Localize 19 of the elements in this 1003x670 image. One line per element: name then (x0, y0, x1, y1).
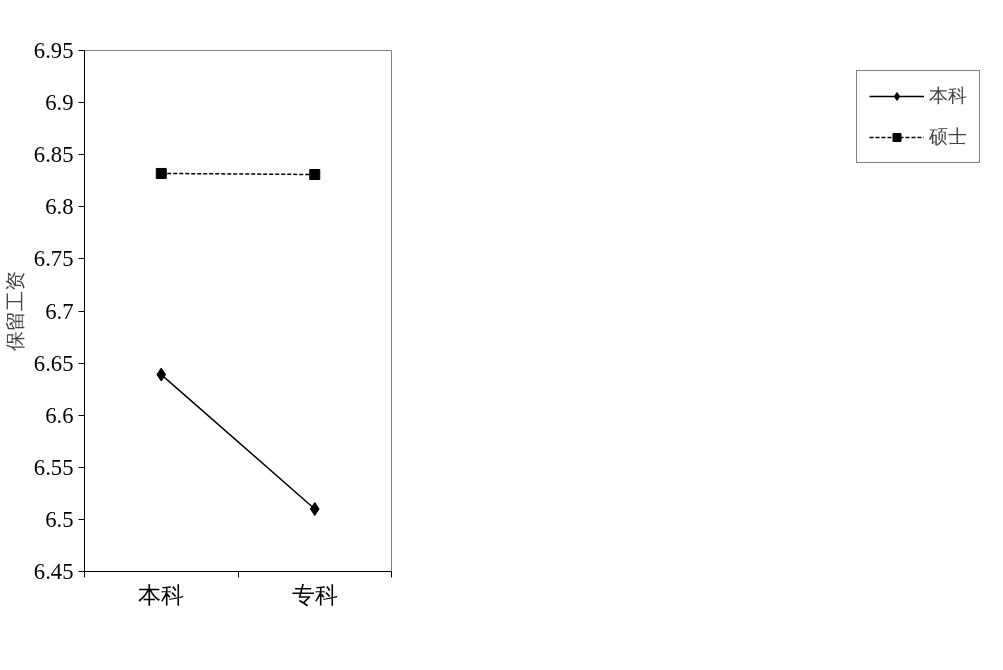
y-axis-title: 保留工资 (3, 271, 26, 351)
y-tick-label: 6.7 (45, 298, 74, 324)
y-tick-label: 6.9 (45, 90, 74, 116)
point (309, 501, 320, 516)
legend-label: 本科 (929, 84, 967, 108)
y-tick-label: 6.65 (33, 350, 74, 376)
y-tick-label: 6.45 (33, 559, 74, 584)
y-tick-label: 6.75 (33, 246, 74, 272)
y-tick-label: 6.95 (33, 38, 74, 63)
y-tick-label: 6.55 (33, 454, 74, 480)
legend-label: 硕士 (929, 125, 967, 149)
y-tick-label: 6.5 (45, 506, 74, 532)
point (309, 169, 321, 180)
point (156, 367, 167, 382)
x-tick-label: 专科 (291, 582, 338, 608)
y-tick-label: 6.85 (33, 142, 74, 168)
y-tick-label: 6.6 (45, 402, 74, 428)
y-tick-label: 6.8 (45, 194, 74, 220)
point (155, 167, 167, 179)
